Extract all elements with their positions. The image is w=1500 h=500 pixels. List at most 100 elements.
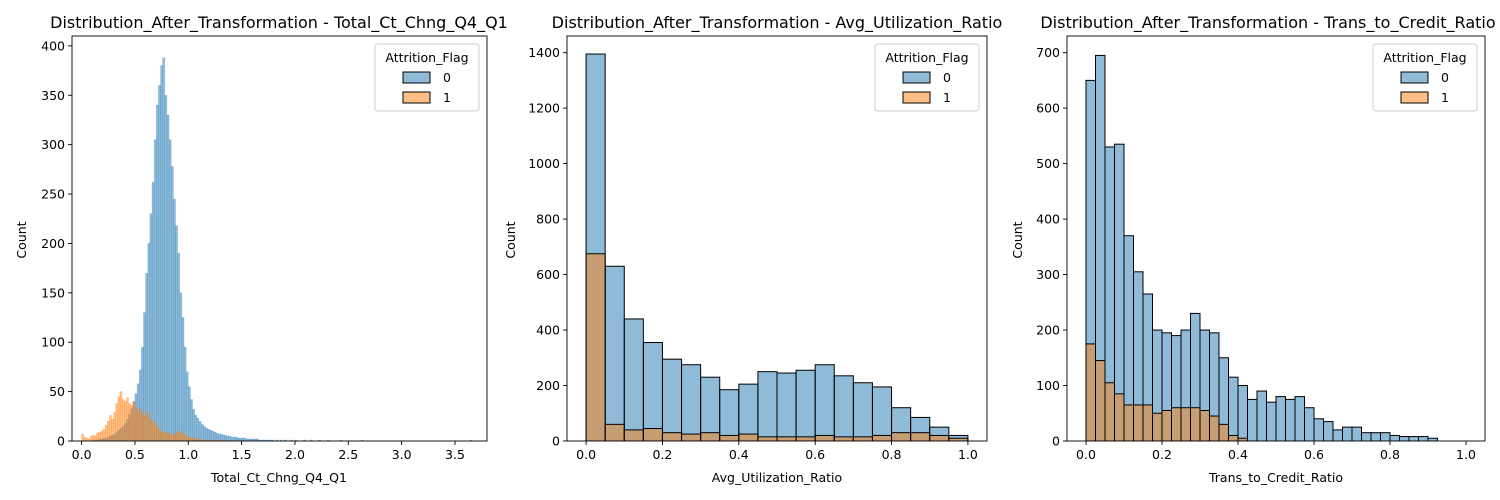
histogram-bar — [294, 439, 298, 441]
histogram-bar — [132, 401, 136, 441]
histogram-bar — [185, 435, 189, 441]
axes-frame — [1066, 35, 1486, 442]
x-tick-label: 0.2 — [1152, 447, 1172, 462]
histogram-bar — [266, 439, 270, 441]
y-tick-label: 500 — [1036, 156, 1060, 171]
histogram-bar — [173, 433, 176, 441]
histogram-bar — [164, 432, 168, 441]
histogram-bar — [100, 430, 104, 441]
histogram-bar — [192, 437, 195, 441]
histogram-bar — [149, 419, 153, 441]
histogram-bar — [1342, 426, 1353, 441]
histogram-bar — [833, 436, 854, 441]
histogram-bar — [183, 346, 187, 441]
bars-group — [81, 57, 473, 441]
axes-frame — [71, 35, 488, 442]
legend-swatch-1 — [902, 91, 931, 104]
y-tick-label: 150 — [41, 285, 65, 300]
y-tick-label: 0 — [57, 434, 65, 449]
histogram-bar — [160, 430, 163, 441]
y-tick-label: 250 — [41, 187, 65, 202]
legend-swatch-0 — [902, 71, 931, 84]
histogram-bar — [162, 431, 166, 441]
histogram-bar — [185, 371, 189, 441]
histogram-bar — [156, 104, 159, 441]
histogram-bar — [318, 439, 321, 441]
histogram-bar — [700, 432, 721, 441]
x-tick-label: 0.6 — [805, 447, 825, 462]
histogram-bar — [128, 403, 131, 441]
histogram-bar — [188, 436, 191, 441]
histogram-bar — [194, 415, 198, 441]
histogram-bar — [181, 317, 185, 441]
y-tick-label: 300 — [41, 137, 65, 152]
histogram-bar — [326, 439, 330, 441]
histogram-bar — [130, 405, 134, 441]
histogram-bar — [151, 181, 155, 441]
histogram-bar — [138, 408, 142, 441]
histogram-bar — [1256, 390, 1267, 441]
x-tick-label: 1.5 — [232, 447, 252, 462]
histogram-bar — [158, 85, 161, 441]
histogram-bar — [166, 114, 170, 441]
y-tick-label: 50 — [49, 384, 65, 399]
histogram-bar — [202, 425, 206, 441]
y-tick-label: 1400 — [528, 45, 560, 60]
histogram-bar — [89, 435, 93, 441]
histogram-bar — [134, 406, 138, 441]
x-tick-label: 0.0 — [72, 447, 92, 462]
histogram-bar — [81, 433, 84, 441]
histogram-bar — [910, 432, 931, 441]
histogram-bar — [623, 429, 644, 441]
y-tick-label: 200 — [1036, 323, 1060, 338]
histogram-avg-utilization-ratio: Distribution_After_Transformation - Avg_… — [503, 13, 1002, 485]
histogram-bar — [303, 439, 306, 441]
histogram-bar — [141, 413, 144, 441]
histogram-bar — [239, 437, 242, 441]
x-tick-label: 0.4 — [1228, 447, 1248, 462]
histogram-bar — [1351, 426, 1362, 441]
histogram-bar — [1152, 412, 1163, 441]
histogram-bar — [1370, 432, 1381, 441]
histogram-bar — [117, 396, 121, 441]
histogram-bar — [230, 436, 234, 441]
histogram-bar — [224, 434, 227, 441]
histogram-bar — [852, 436, 873, 441]
histogram-bar — [585, 253, 606, 441]
histogram-bar — [1408, 436, 1419, 441]
histogram-bar — [177, 431, 180, 441]
histogram-bar — [211, 430, 215, 441]
histogram-bar — [205, 439, 208, 441]
histogram-bar — [115, 403, 119, 441]
x-tick-label: 0.6 — [1304, 447, 1324, 462]
x-axis-label: Trans_to_Credit_Ratio — [1208, 470, 1343, 485]
histogram-bar — [795, 369, 816, 441]
histogram-bar — [1389, 434, 1400, 441]
plot-area: 0.0 0.2 0.4 0.6 0.8 1.0 0 100 200 300 400 500 600 700… — [1036, 35, 1486, 462]
y-tick-label: 600 — [536, 267, 560, 282]
histogram-bar — [179, 430, 183, 441]
legend-entry-label: 1 — [1441, 90, 1449, 105]
histogram-bar — [1104, 382, 1115, 441]
histogram-bar — [104, 424, 108, 441]
histogram-bar — [164, 95, 168, 441]
histogram-bar — [642, 342, 663, 441]
histogram-bar — [1247, 398, 1258, 441]
legend-entry-label: 0 — [943, 70, 951, 85]
histogram-bar — [147, 414, 151, 441]
histogram-bar — [170, 434, 174, 441]
histogram-bar — [145, 272, 148, 441]
histogram-bar — [168, 139, 172, 441]
histogram-bar — [1237, 385, 1248, 441]
histogram-bar — [852, 382, 873, 441]
legend-entry-label: 0 — [443, 70, 451, 85]
histogram-bar — [795, 436, 816, 441]
histogram-bar — [1142, 404, 1153, 441]
histogram-bar — [1180, 407, 1191, 441]
histogram-bar — [83, 436, 87, 441]
histogram-bar — [738, 433, 759, 441]
histogram-bar — [1228, 376, 1239, 441]
histogram-bar — [1114, 393, 1125, 441]
histogram-bar — [275, 439, 279, 441]
histogram-bar — [339, 439, 343, 441]
